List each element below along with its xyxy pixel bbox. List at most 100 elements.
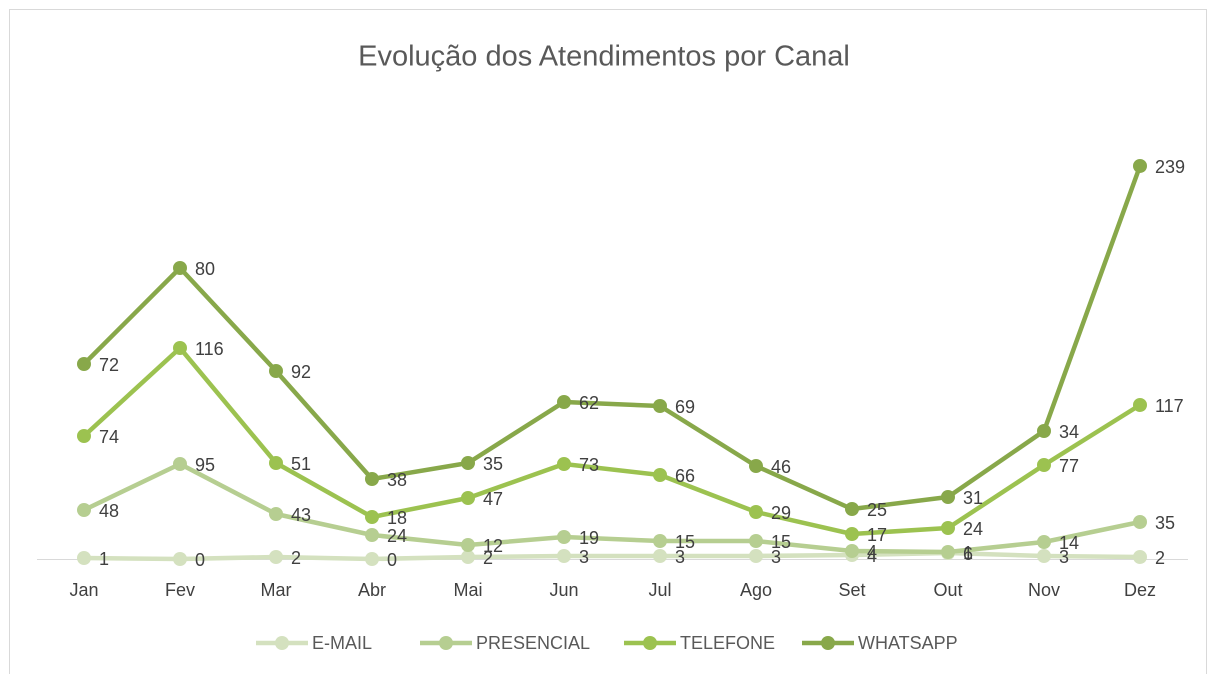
- data-point: [1133, 515, 1147, 529]
- x-tick-label: Jul: [648, 580, 671, 600]
- data-label: 17: [867, 525, 887, 545]
- data-point: [1037, 458, 1051, 472]
- data-label: 74: [99, 427, 119, 447]
- data-label: 117: [1155, 396, 1184, 416]
- data-label: 73: [579, 455, 599, 475]
- data-label: 66: [675, 466, 695, 486]
- data-label: 18: [387, 508, 407, 528]
- data-point: [1037, 424, 1051, 438]
- data-label: 80: [195, 259, 215, 279]
- x-tick-label: Jan: [69, 580, 98, 600]
- legend-label: E-MAIL: [312, 633, 372, 653]
- data-point: [557, 530, 571, 544]
- data-point: [269, 507, 283, 521]
- legend-label: PRESENCIAL: [476, 633, 590, 653]
- data-point: [77, 357, 91, 371]
- data-label: 239: [1155, 157, 1185, 177]
- data-point: [557, 395, 571, 409]
- data-label: 38: [387, 470, 407, 490]
- legend-swatch: [821, 636, 835, 650]
- data-point: [749, 459, 763, 473]
- data-point: [365, 472, 379, 486]
- data-point: [461, 456, 475, 470]
- data-point: [173, 457, 187, 471]
- data-label: 3: [675, 547, 685, 567]
- legend-swatch: [643, 636, 657, 650]
- data-point: [941, 521, 955, 535]
- data-label: 1: [963, 543, 973, 563]
- data-point: [77, 551, 91, 565]
- series-line: [82, 345, 1142, 537]
- data-point: [941, 490, 955, 504]
- data-label: 3: [771, 547, 781, 567]
- data-point: [653, 399, 667, 413]
- legend-swatch: [275, 636, 289, 650]
- series-line: [83, 461, 1141, 555]
- data-label: 15: [675, 532, 695, 552]
- data-label: 51: [291, 454, 311, 474]
- data-point: [653, 468, 667, 482]
- legend-label: TELEFONE: [680, 633, 775, 653]
- x-tick-label: Dez: [1124, 580, 1156, 600]
- data-point: [1037, 549, 1051, 563]
- data-label: 95: [195, 455, 215, 475]
- x-tick-label: Ago: [740, 580, 772, 600]
- data-point: [77, 503, 91, 517]
- data-label: 12: [483, 536, 503, 556]
- data-point: [461, 550, 475, 564]
- data-label: 48: [99, 501, 119, 521]
- data-label: 46: [771, 457, 791, 477]
- data-label: 0: [195, 550, 205, 570]
- data-label: 69: [675, 397, 695, 417]
- data-point: [845, 544, 859, 558]
- x-tick-label: Set: [838, 580, 865, 600]
- data-label: 2: [483, 548, 493, 568]
- data-label: 3: [579, 547, 589, 567]
- data-label: 92: [291, 362, 311, 382]
- data-point: [557, 457, 571, 471]
- data-point: [365, 528, 379, 542]
- data-point: [365, 552, 379, 566]
- data-label: 29: [771, 503, 791, 523]
- data-point: [845, 502, 859, 516]
- data-label: 2: [1155, 548, 1165, 568]
- data-point: [1133, 159, 1147, 173]
- data-label: 62: [579, 393, 599, 413]
- data-label: 1: [99, 549, 109, 569]
- data-point: [1133, 550, 1147, 564]
- data-label: 72: [99, 355, 119, 375]
- series-line: [83, 550, 1141, 562]
- x-tick-label: Out: [933, 580, 962, 600]
- data-point: [941, 545, 955, 559]
- data-label: 47: [483, 489, 503, 509]
- data-point: [173, 341, 187, 355]
- data-point: [1133, 398, 1147, 412]
- data-label: 2: [291, 548, 301, 568]
- data-point: [461, 538, 475, 552]
- data-label: 15: [771, 532, 791, 552]
- data-label: 24: [387, 526, 407, 546]
- data-label: 4: [867, 542, 877, 562]
- data-label: 6: [963, 544, 973, 564]
- data-label: 24: [963, 519, 983, 539]
- series-line: [82, 165, 1143, 512]
- data-point: [461, 491, 475, 505]
- data-label: 14: [1059, 533, 1079, 553]
- data-label: 35: [483, 454, 503, 474]
- data-label: 3: [1059, 547, 1069, 567]
- data-label: 34: [1059, 422, 1079, 442]
- chart-title: Evolução dos Atendimentos por Canal: [358, 41, 850, 73]
- data-label: 43: [291, 505, 311, 525]
- data-point: [173, 261, 187, 275]
- x-tick-label: Nov: [1028, 580, 1060, 600]
- data-point: [77, 429, 91, 443]
- data-point: [749, 549, 763, 563]
- data-label: 77: [1059, 456, 1079, 476]
- data-point: [557, 549, 571, 563]
- data-point: [653, 534, 667, 548]
- data-point: [269, 364, 283, 378]
- data-point: [749, 505, 763, 519]
- data-point: [653, 549, 667, 563]
- data-point: [1037, 535, 1051, 549]
